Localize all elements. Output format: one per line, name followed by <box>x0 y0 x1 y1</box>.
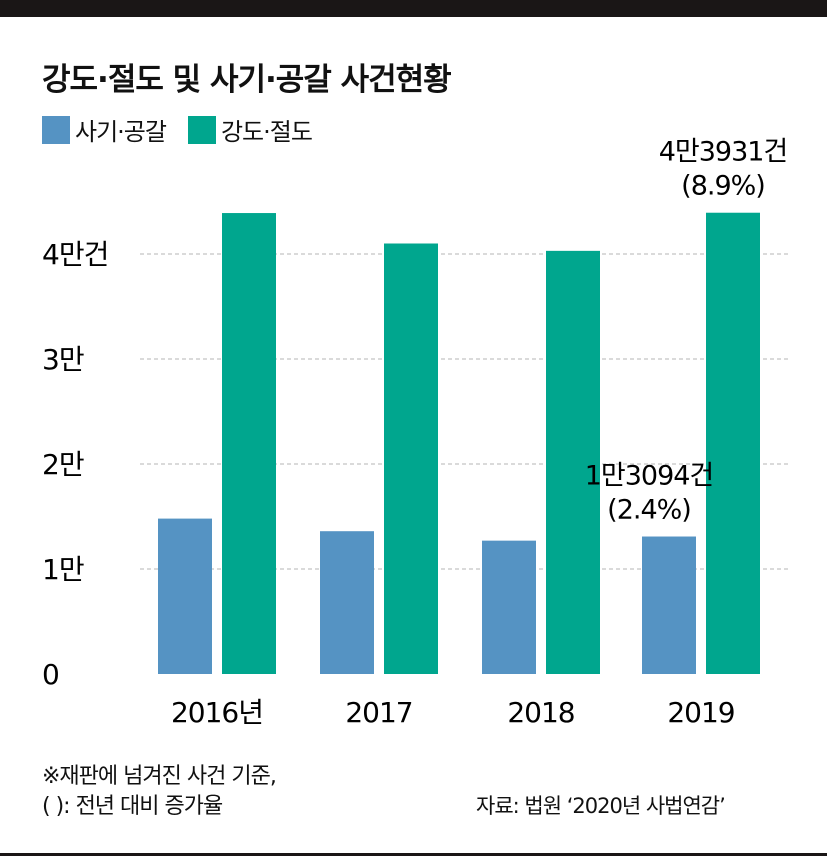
bar-series1-cat0 <box>222 213 276 675</box>
legend-item-robbery: 강도·절도 <box>187 112 313 147</box>
annotation-0-line-1: (8.9%) <box>681 171 765 202</box>
x-tick-label-3: 2019 <box>667 696 734 729</box>
x-tick-label-2: 2018 <box>507 696 574 729</box>
bar-series0-cat3 <box>642 536 696 674</box>
bar-series1-cat3 <box>706 212 760 675</box>
y-tick-label-4: 4만건 <box>42 238 108 271</box>
legend-item-fraud: 사기·공갈 <box>42 112 167 147</box>
y-tick-label-2: 2만 <box>42 448 84 481</box>
legend-swatch-robbery <box>187 115 216 144</box>
annotation-0-line-0: 4만3931건 <box>659 137 788 168</box>
bar-series0-cat2 <box>482 540 536 674</box>
y-tick-label-0: 0 <box>42 658 59 691</box>
top-frame-bar <box>0 0 827 17</box>
bar-series1-cat2 <box>546 250 600 674</box>
bar-series1-cat1 <box>384 243 438 674</box>
bar-series0-cat0 <box>158 518 212 674</box>
bottom-frame-rule <box>0 853 827 856</box>
chart-title: 강도·절도 및 사기·공갈 사건현황 <box>42 62 452 98</box>
x-tick-label-0: 2016년 <box>171 696 263 729</box>
annotation-1-line-0: 1만3094건 <box>585 461 714 492</box>
legend-label-robbery: 강도·절도 <box>220 118 313 146</box>
y-tick-label-1: 1만 <box>42 553 84 586</box>
x-tick-label-1: 2017 <box>345 696 412 729</box>
note-parenthesis: ( ): 전년 대비 증가율 <box>42 794 223 819</box>
annotation-1-line-1: (2.4%) <box>607 495 691 526</box>
legend: 사기·공갈 강도·절도 <box>42 112 334 147</box>
y-tick-label-3: 3만 <box>42 343 84 376</box>
legend-swatch-fraud <box>42 115 70 144</box>
source-note: 자료: 법원 ‘2020년 사법연감’ <box>476 794 726 818</box>
note-criteria: ※재판에 넘겨진 사건 기준, <box>42 764 277 789</box>
bar-series0-cat1 <box>320 531 374 674</box>
legend-label-fraud: 사기·공갈 <box>75 118 167 146</box>
